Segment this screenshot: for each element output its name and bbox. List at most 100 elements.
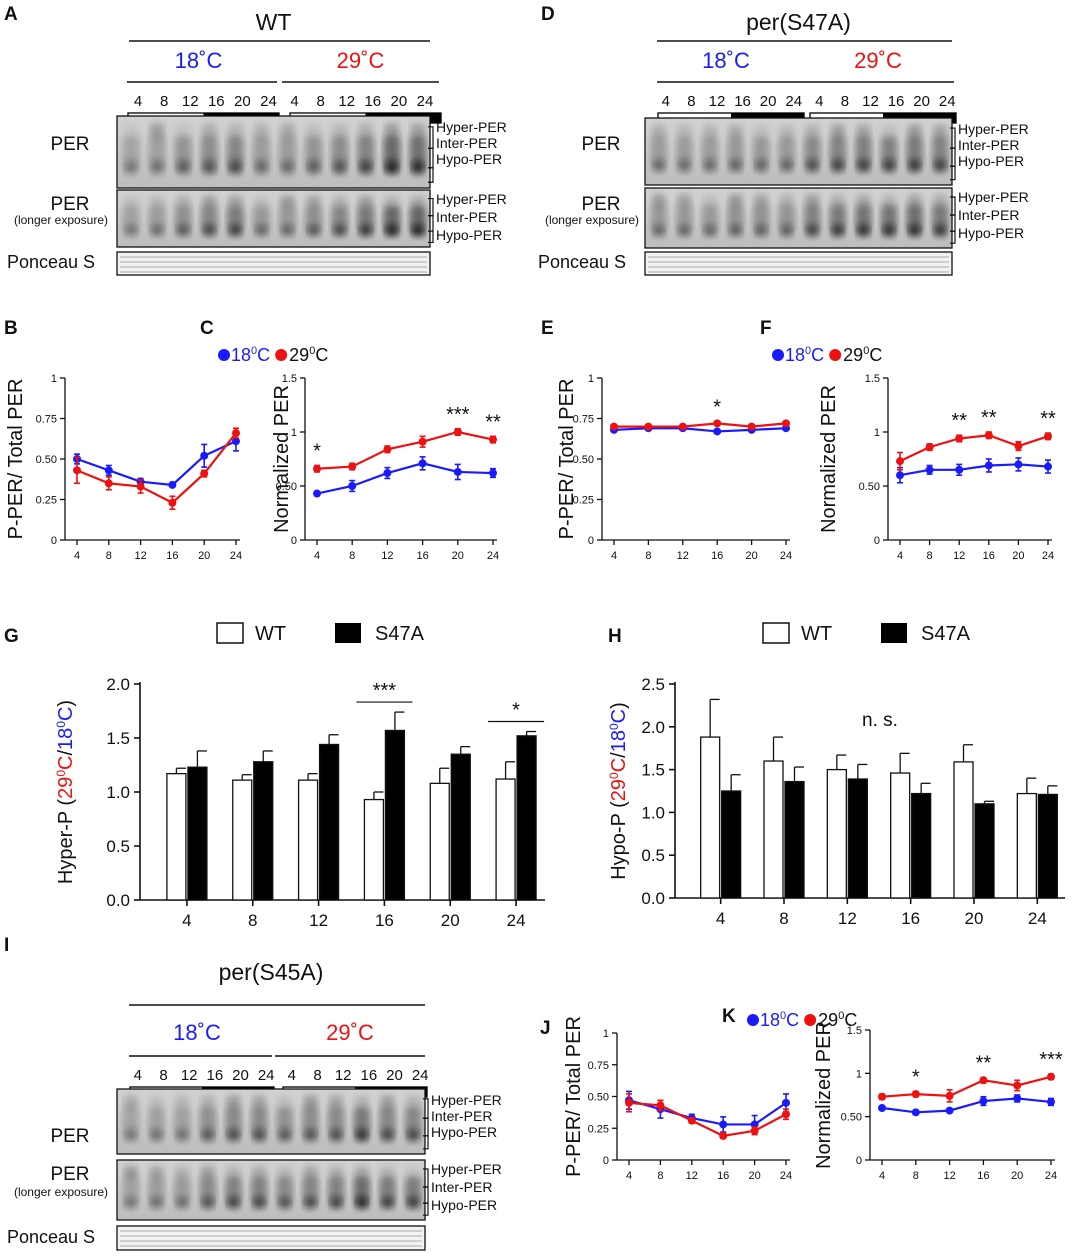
band	[384, 123, 399, 140]
bracket-hypo	[423, 1135, 429, 1150]
band-label: Hyper-PER	[958, 189, 1029, 205]
y-tick-label: 0	[291, 535, 297, 547]
x-tick-label: 20	[198, 550, 210, 562]
y-tick-label: 0.5	[106, 837, 130, 856]
timepoint-label: 8	[687, 93, 695, 110]
x-tick-label: 24	[230, 550, 242, 562]
band	[124, 1166, 138, 1180]
blot-background	[644, 117, 953, 186]
data-point	[955, 434, 964, 443]
y-tick-label: 1.5	[865, 373, 880, 385]
bar	[384, 729, 406, 901]
line-chart-b: 0 0.25 0.50 0.75 1 4 8 12 16 20 24 P-PER/ Total PER	[5, 373, 242, 562]
panel-letter-h: H	[608, 626, 622, 647]
legend-dot-29	[275, 349, 288, 361]
data-point	[945, 1091, 954, 1100]
y-tick-label: 2.0	[641, 718, 665, 737]
legend-swatch-s47a	[881, 623, 907, 643]
panel-letters: A D B C E F G H I J K	[4, 4, 772, 1039]
data-point	[418, 437, 427, 446]
y-axis-label: Normalized PER	[818, 385, 840, 533]
bar	[516, 735, 537, 901]
band	[176, 1129, 188, 1141]
x-tick-label: 24	[1028, 909, 1047, 928]
x-tick-label: 4	[626, 1170, 632, 1182]
timepoint-label: 8	[316, 93, 324, 110]
band	[704, 159, 716, 172]
band	[806, 225, 819, 236]
legend-label-29: 290C	[289, 345, 328, 365]
timepoint-label: 16	[206, 1067, 223, 1084]
temp-legend-c: 180C 290C	[218, 345, 328, 365]
y-tick-label: 1.5	[106, 729, 130, 748]
blot-title: per(S47A)	[746, 9, 851, 35]
panel-letter-k: K	[722, 1006, 736, 1027]
timepoint-label: 24	[417, 93, 434, 110]
y-tick-label: 0.50	[276, 481, 297, 493]
ponceau-stripe	[120, 266, 427, 268]
data-point	[925, 443, 934, 452]
band	[307, 160, 320, 174]
bracket-hypo	[423, 1202, 429, 1216]
band	[151, 225, 164, 236]
x-tick-label: 16	[416, 550, 428, 562]
data-point	[313, 489, 321, 498]
timepoint-label: 24	[412, 1067, 429, 1084]
band	[806, 159, 819, 172]
temp-18-label: 18˚C	[702, 48, 750, 73]
band	[406, 1166, 420, 1180]
x-tick-label: 4	[897, 550, 903, 562]
y-tick-label: 1.0	[641, 803, 665, 822]
timepoint-label: 16	[734, 93, 751, 110]
band	[202, 1197, 214, 1208]
legend-dot-18	[218, 349, 230, 361]
y-axis-label: P-PER/ Total PER	[563, 1016, 585, 1177]
data-point	[782, 1098, 790, 1107]
legend-label-18: 180C	[231, 345, 270, 365]
band	[755, 159, 767, 172]
legend-swatch-wt	[762, 622, 790, 644]
timepoint-label: 4	[290, 93, 298, 110]
band	[653, 159, 665, 172]
bar	[1016, 792, 1037, 899]
y-tick-label: 0.75	[588, 1060, 609, 1072]
significance-marker: **	[976, 1053, 992, 1075]
data-point	[168, 498, 177, 507]
band	[229, 160, 242, 174]
data-point	[719, 1131, 728, 1140]
blot-title: per(S45A)	[219, 959, 324, 985]
timepoint-label: 16	[208, 93, 225, 110]
ponceau-stripe	[648, 271, 949, 273]
band	[176, 195, 191, 209]
series-wt	[166, 761, 516, 901]
x-tick-label: 20	[441, 911, 460, 930]
bar	[784, 780, 805, 899]
y-tick-label: 2.5	[641, 675, 665, 694]
band	[677, 194, 692, 208]
y-tick-label: 0.50	[573, 454, 594, 466]
temp-legend-k: 180C 290C	[747, 1010, 857, 1030]
x-tick-label: 16	[375, 911, 394, 930]
row-label-per: PER	[50, 1126, 89, 1147]
band	[279, 1129, 291, 1141]
series-line	[76, 432, 237, 505]
band	[227, 1197, 240, 1208]
band-label: Inter-PER	[958, 207, 1019, 223]
timepoint-label: 12	[862, 93, 879, 110]
band	[908, 225, 921, 236]
band	[385, 225, 398, 236]
data-point	[1013, 1094, 1022, 1103]
band	[255, 225, 268, 236]
timepoint-label: 4	[815, 93, 823, 110]
y-tick-label: 1	[603, 1028, 609, 1040]
series-s47a	[721, 763, 1058, 899]
series-line	[899, 463, 1049, 477]
band	[704, 225, 716, 236]
band	[857, 159, 870, 172]
timepoint-label: 24	[785, 93, 802, 110]
line-chart-e: 0 0.25 0.50 0.75 1 4 8 12 16 20 24 P-PER/ Total PER…	[556, 373, 792, 562]
